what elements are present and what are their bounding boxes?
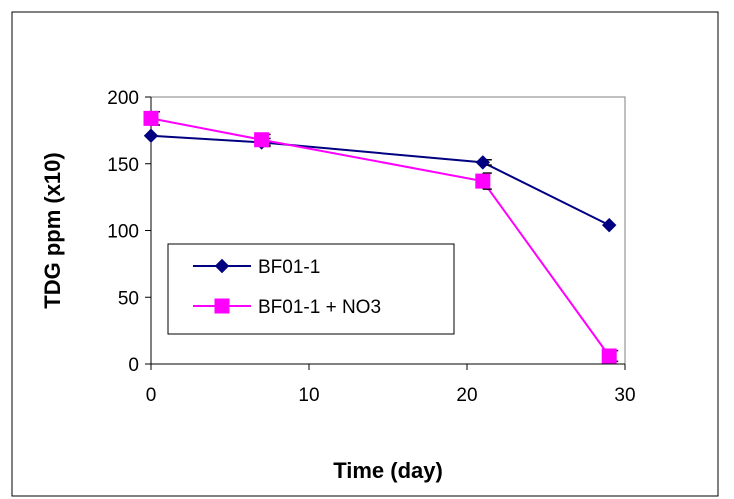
- legend-item: BF01-1 + NO3: [193, 297, 381, 318]
- data-point: [143, 110, 159, 126]
- x-axis-title: Time (day): [333, 458, 443, 483]
- data-point: [601, 217, 617, 233]
- x-tick-label: 0: [146, 385, 157, 406]
- data-point: [475, 155, 491, 170]
- y-tick-label: 100: [107, 222, 139, 243]
- y-axis: 0 50 100 150 200: [107, 88, 152, 376]
- y-tick-label: 50: [118, 288, 139, 309]
- y-tick-label: 150: [107, 155, 139, 176]
- legend-marker: [214, 258, 230, 274]
- data-point: [475, 173, 491, 189]
- x-tick-label: 30: [614, 385, 635, 406]
- data-point: [143, 128, 159, 143]
- series-layer: [143, 110, 619, 364]
- x-axis: 0 10 20 30: [146, 363, 636, 406]
- legend-label: BF01-1: [258, 257, 320, 278]
- data-point: [601, 348, 617, 364]
- y-axis-title: TDG ppm (x10): [40, 152, 65, 308]
- x-tick-label: 20: [456, 385, 477, 406]
- data-point: [254, 132, 270, 148]
- series-line: [150, 134, 610, 227]
- x-tick-label: 10: [298, 385, 319, 406]
- legend-marker: [214, 298, 230, 314]
- legend-item: BF01-1: [193, 257, 320, 278]
- legend-label: BF01-1 + NO3: [258, 297, 381, 318]
- legend-box: [167, 243, 455, 335]
- series-bf01-1-no3: [143, 110, 619, 364]
- y-tick-label: 0: [128, 355, 139, 376]
- y-tick-label: 200: [107, 88, 139, 109]
- series-line: [150, 117, 611, 357]
- legend: BF01-1 BF01-1 + NO3: [167, 243, 455, 335]
